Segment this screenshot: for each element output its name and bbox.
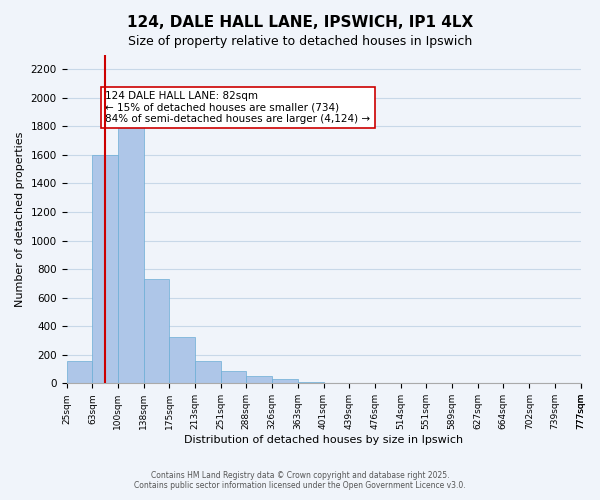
Y-axis label: Number of detached properties: Number of detached properties [15, 132, 25, 307]
Bar [221, 371, 246, 384]
Bar [272, 379, 298, 384]
Bar [195, 360, 221, 384]
Bar [144, 279, 169, 384]
Text: Contains HM Land Registry data © Crown copyright and database right 2025.
Contai: Contains HM Land Registry data © Crown c… [134, 470, 466, 490]
Bar [118, 126, 144, 384]
Bar [298, 382, 323, 384]
Text: 124, DALE HALL LANE, IPSWICH, IP1 4LX: 124, DALE HALL LANE, IPSWICH, IP1 4LX [127, 15, 473, 30]
Bar [67, 360, 92, 384]
Bar [169, 337, 195, 384]
Text: Size of property relative to detached houses in Ipswich: Size of property relative to detached ho… [128, 35, 472, 48]
X-axis label: Distribution of detached houses by size in Ipswich: Distribution of detached houses by size … [184, 435, 463, 445]
Bar [92, 155, 118, 384]
Bar [246, 376, 272, 384]
Text: 124 DALE HALL LANE: 82sqm
← 15% of detached houses are smaller (734)
84% of semi: 124 DALE HALL LANE: 82sqm ← 15% of detac… [106, 90, 371, 124]
